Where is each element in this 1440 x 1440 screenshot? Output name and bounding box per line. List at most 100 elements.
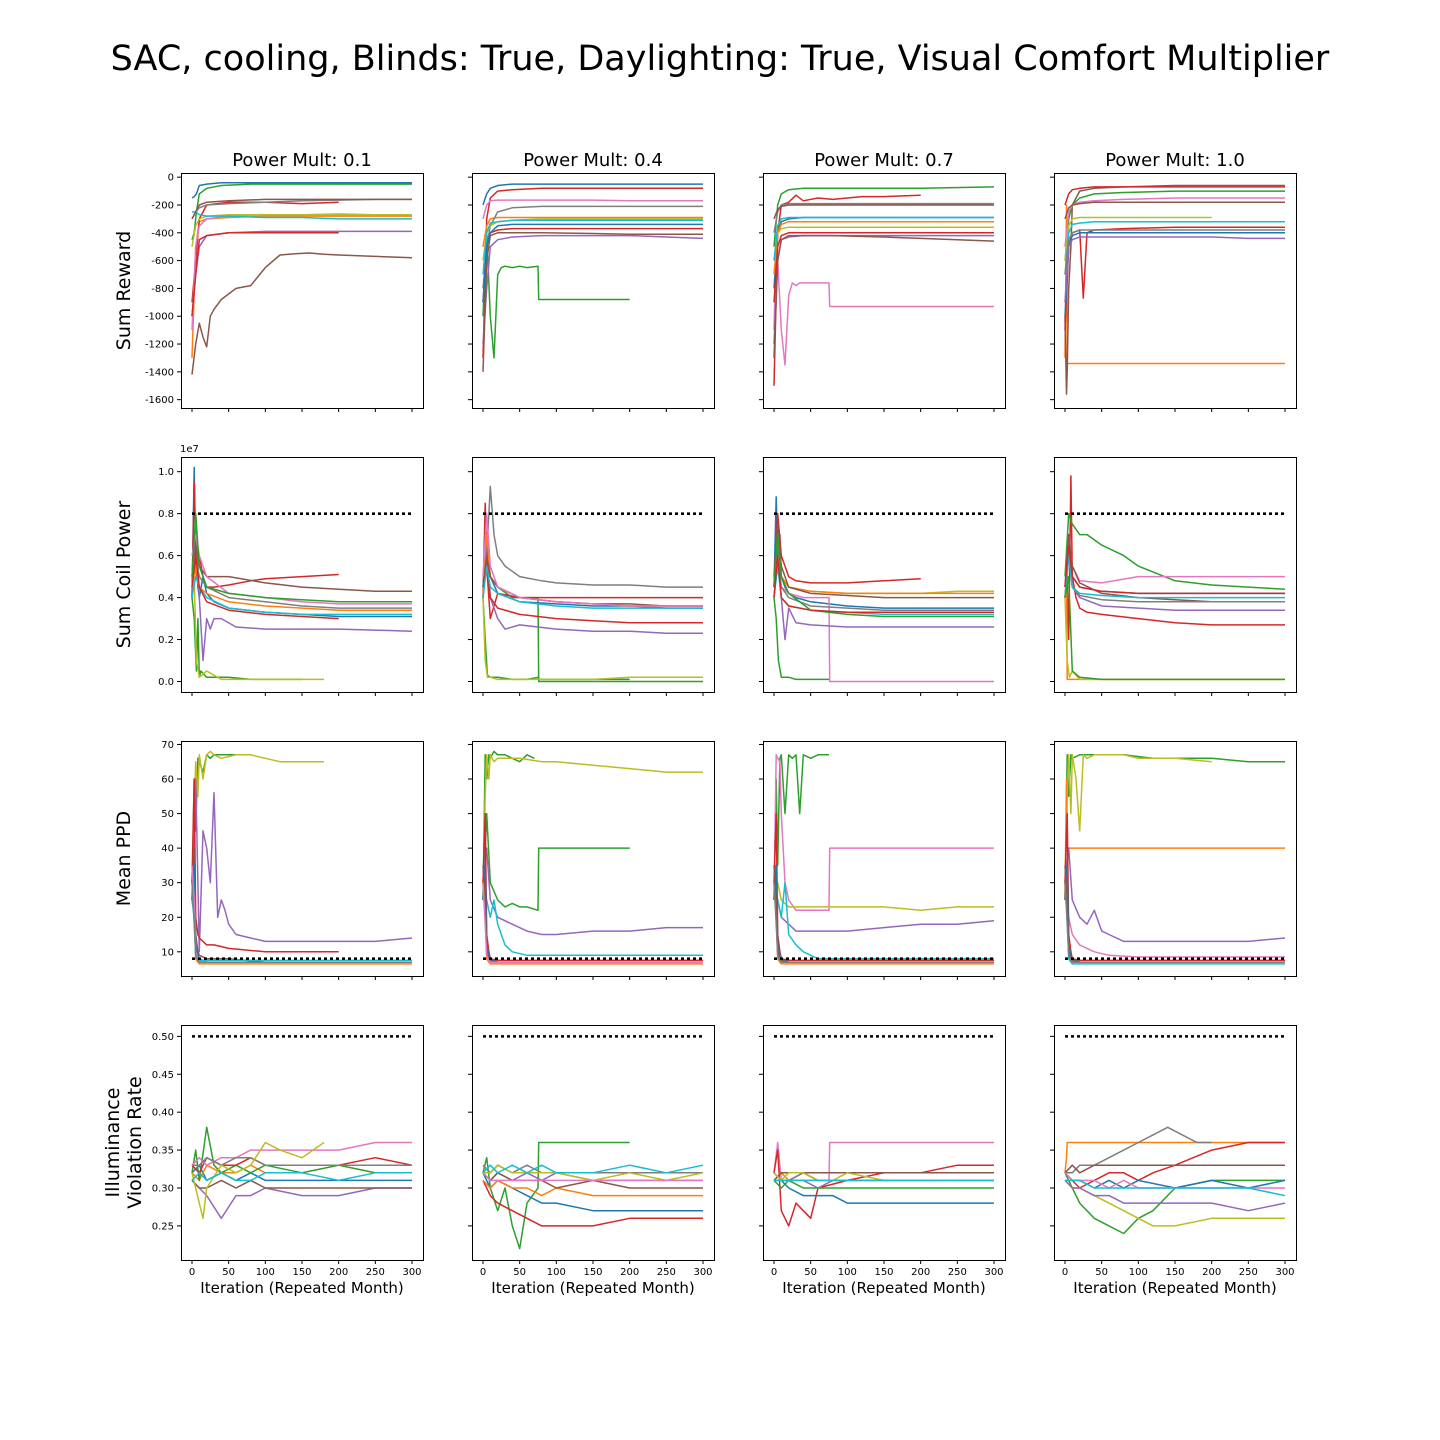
series-line [1064,1141,1285,1189]
series-line [1064,197,1285,247]
series-line [1064,575,1285,681]
x-tick-label: 0 [189,1267,195,1278]
series-line [1064,216,1212,261]
series-line [773,597,829,681]
series-line [191,1172,412,1182]
series-line [773,512,921,588]
y-tick-label: 0.8 [158,509,174,520]
series-line [1064,220,1285,275]
plot-area [191,1126,413,1220]
row-label: Illuminance [102,1088,124,1198]
series-line [773,186,995,247]
y-tick-label: -800 [151,284,174,295]
y-tick-label: 20 [161,913,174,924]
series-line [482,1172,703,1182]
series-line [773,523,994,599]
subplot-grid: Sum Reward Power Mult: 0.1 0 -200 -400 -600 -8… [102,150,1297,1297]
series-line [1064,186,1285,206]
series-line [191,750,324,901]
series-line [1064,1164,1285,1174]
series-line [773,1179,994,1189]
x-tick-label: 100 [256,1267,275,1278]
series-line [191,575,412,616]
series-line [1064,184,1285,395]
series-line [191,213,412,247]
series-line [773,881,994,912]
plot-area [482,485,703,683]
x-tick-label: 250 [657,1267,676,1278]
y-tick-label: -1000 [145,312,174,323]
series-line [482,199,703,220]
series-line [482,882,703,957]
y-tick-label: 60 [161,775,174,786]
series-line [773,554,994,614]
series-line [191,882,412,963]
series-line [191,232,339,317]
x-tick-label: 150 [874,1267,893,1278]
x-tick-label: 100 [1129,1267,1148,1278]
x-axis-label: Iteration (Repeated Month) [782,1279,985,1297]
series-line [191,1141,412,1166]
series-line [1064,1172,1285,1235]
series-line [773,234,995,358]
series-line [773,204,994,220]
series-line [482,597,703,681]
series-line [773,220,994,275]
y-tick-label: -600 [151,256,174,267]
row-label: Violation Rate [124,1076,146,1208]
series-line [191,252,413,375]
plot-area [773,496,994,683]
series-line [773,533,994,618]
series-line [482,205,703,289]
x-tick-label: 150 [1165,1267,1184,1278]
x-tick-label: 0 [480,1267,486,1278]
plot-area [773,1141,994,1227]
series-line [191,778,413,953]
x-tick-label: 300 [693,1267,712,1278]
y-tick-label: 0.2 [158,635,174,646]
subplot: 0 50 100 150 200 250 300 0.25 0.30 0.35 0.40 0.45 0.… [152,1025,424,1297]
series-line [1064,847,1286,943]
x-tick-label: 250 [366,1267,385,1278]
series-line [191,181,412,199]
series-line [1064,882,1285,963]
x-axis-label: Iteration (Repeated Month) [491,1279,694,1297]
y-tick-label: 0.25 [152,1221,174,1232]
subplot [759,457,1006,696]
series-line [191,1179,412,1220]
column-title: Power Mult: 1.0 [1105,150,1245,171]
plot-area [1064,475,1286,681]
series-line [482,512,703,607]
row-label: Sum Reward [113,231,135,350]
series-line [1064,475,1285,641]
series-line [1064,201,1285,220]
y-tick-label: -400 [151,228,174,239]
y-tick-label: 0 [168,173,174,184]
x-tick-label: 300 [984,1267,1003,1278]
series-line [482,485,703,598]
x-tick-label: 50 [804,1267,817,1278]
x-tick-label: 300 [402,1267,421,1278]
x-tick-label: 100 [547,1267,566,1278]
series-line [773,216,994,261]
plot-area [482,183,704,372]
series-line [773,882,994,963]
series-line [191,512,412,603]
series-line [191,575,324,681]
x-tick-label: 150 [292,1267,311,1278]
series-line [192,1156,412,1166]
x-tick-label: 50 [1095,1267,1108,1278]
plot-area [773,186,995,386]
series-line [482,187,703,358]
series-line [192,211,412,220]
y-tick-label: 0.40 [152,1108,174,1119]
series-line [773,226,994,261]
series-line [482,812,630,912]
plot-area [191,181,413,375]
series-line [482,183,703,206]
series-line [482,1179,703,1197]
